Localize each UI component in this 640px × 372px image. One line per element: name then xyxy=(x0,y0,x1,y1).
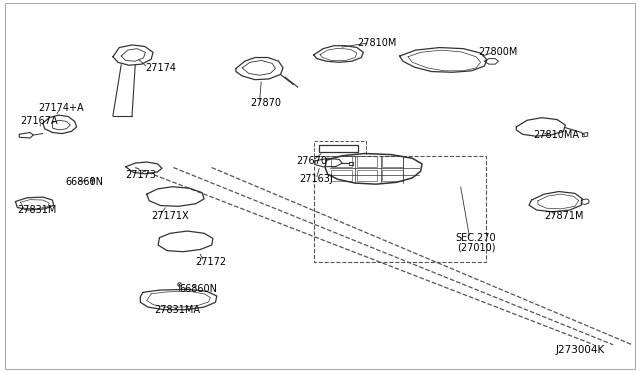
Text: 27163J: 27163J xyxy=(300,174,333,185)
Text: 66860N: 66860N xyxy=(65,177,103,187)
Text: 27171X: 27171X xyxy=(151,211,189,221)
Text: 27172: 27172 xyxy=(196,257,227,267)
Text: 27831M: 27831M xyxy=(17,205,57,215)
Text: 27670: 27670 xyxy=(296,156,327,166)
Text: 27810MA: 27810MA xyxy=(534,130,579,140)
Text: 27810M: 27810M xyxy=(357,38,396,48)
Text: 27174+A: 27174+A xyxy=(38,103,84,113)
Text: J273004K: J273004K xyxy=(556,345,605,355)
Text: 27800M: 27800M xyxy=(478,47,517,57)
Text: 27174: 27174 xyxy=(145,63,176,73)
Text: (27010): (27010) xyxy=(457,243,495,253)
Text: 66860N: 66860N xyxy=(180,284,218,294)
Text: 27871M: 27871M xyxy=(544,211,584,221)
Text: 27870: 27870 xyxy=(250,98,281,108)
Text: 27167A: 27167A xyxy=(20,116,58,126)
Text: 27173: 27173 xyxy=(125,170,157,180)
Text: SEC.270: SEC.270 xyxy=(455,233,496,243)
Text: 27831MA: 27831MA xyxy=(154,305,200,315)
